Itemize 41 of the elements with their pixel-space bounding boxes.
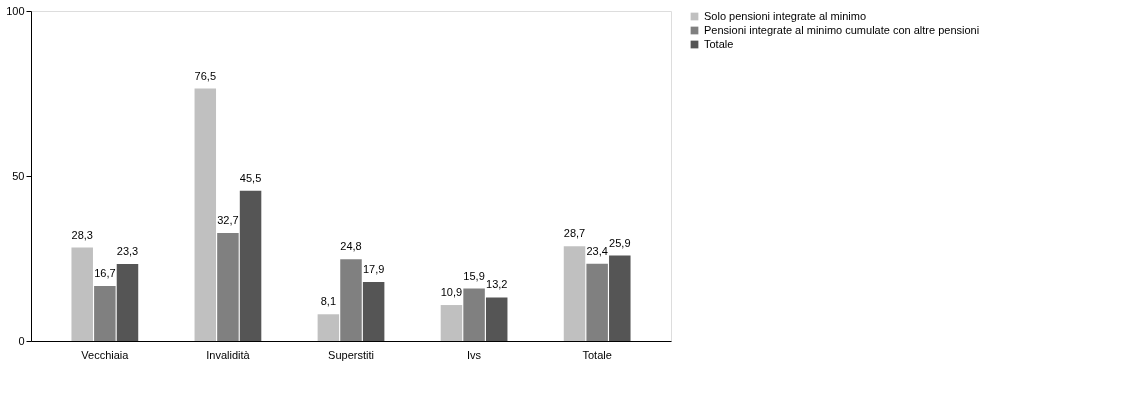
x-tick-label: Totale: [582, 348, 612, 361]
bar: [317, 314, 340, 341]
text: 23,4: [586, 244, 608, 257]
text: 45,5: [239, 171, 262, 184]
text: 32,7: [217, 214, 239, 227]
text: 15,9: [463, 269, 485, 282]
bar: [194, 88, 217, 341]
text: 28,7: [563, 227, 586, 240]
text: 24,8: [340, 240, 362, 253]
text: 16,7: [94, 266, 116, 279]
bar: [94, 285, 116, 341]
x-tick-label: Invalidità: [206, 348, 251, 361]
text: 13,2: [486, 278, 508, 291]
bar: [340, 259, 362, 341]
bar: [71, 247, 93, 341]
text: 23,3: [116, 245, 139, 258]
x-tick-label: Vecchiaia: [81, 348, 130, 361]
bar: [609, 255, 631, 341]
bar: [362, 281, 385, 341]
text: 76,5: [194, 69, 216, 82]
bar: [440, 305, 463, 341]
text: 10,9: [440, 286, 463, 299]
x-tick-label: Superstiti: [328, 348, 374, 361]
bar: [485, 297, 508, 341]
y-tick-label: 50: [12, 169, 25, 182]
legend-label: Pensioni integrate al minimo cumulate con altre pensioni: [704, 23, 980, 36]
bar: [563, 246, 586, 341]
text: 28,3: [71, 228, 93, 241]
bar: [116, 264, 139, 341]
legend-label: Solo pensioni integrate al minimo: [704, 9, 867, 22]
bar: [586, 263, 608, 341]
bar: [239, 190, 262, 341]
text: 17,9: [362, 262, 385, 275]
bar: [463, 288, 485, 341]
legend-label: Totale: [704, 37, 734, 50]
text: 25,9: [609, 236, 631, 249]
y-tick-label: 0: [18, 334, 25, 347]
x-tick-label: Ivs: [467, 348, 482, 361]
y-tick-label: 100: [6, 4, 25, 17]
bar: [217, 233, 239, 341]
text: 8,1: [320, 295, 337, 308]
